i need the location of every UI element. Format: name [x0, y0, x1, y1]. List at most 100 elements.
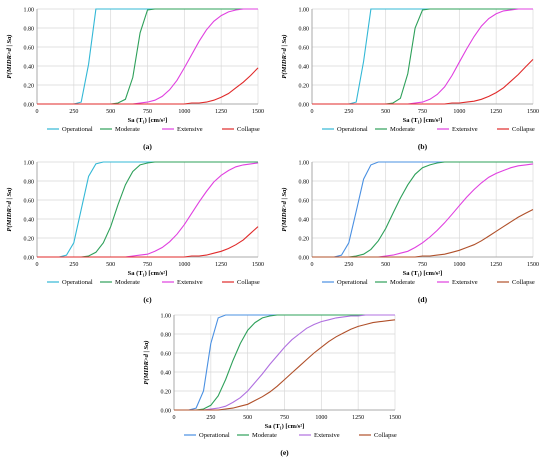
chart-2-legend-label: Moderate [390, 126, 415, 133]
chart-2-x-tick-label: 0 [311, 109, 314, 115]
chart-3-y-tick-label: 0.40 [24, 218, 35, 224]
chart-4-y-axis-label: P(MIDR>d | Sa) [281, 187, 288, 231]
chart-4-x-tick-label: 500 [381, 262, 390, 268]
chart-5-series-line-collapse [174, 319, 396, 411]
chart-3-x-tick-label: 750 [143, 262, 152, 268]
chart-4-panel-label: (d) [418, 295, 428, 304]
chart-panel-a: 0.00 0.20 0.40 0.60 0.80 1.00 0 250 500 750 1000 12… [0, 0, 275, 155]
chart-panel-d: 0.00 0.20 0.40 0.60 0.80 1.00 0 250 500 750 1000 12… [275, 153, 550, 308]
chart-1-y-tick-label: 0.60 [24, 46, 35, 52]
chart-5-y-tick-label: 0.40 [161, 371, 172, 377]
chart-2-y-tick-label: 1.00 [299, 8, 310, 14]
chart-3-y-tick-label: 0.00 [24, 256, 35, 262]
chart-1-y-tick-label: 0.00 [24, 103, 35, 109]
chart-4-x-tick-label: 1000 [453, 262, 465, 268]
chart-1-series-line-collapse [37, 67, 259, 105]
chart-3-y-tick-label: 0.80 [24, 180, 35, 186]
chart-3-y-tick-label: 1.00 [24, 161, 35, 167]
chart-1-x-tick-label: 0 [36, 109, 39, 115]
chart-2-y-tick-label: 0.00 [299, 103, 310, 109]
chart-5-panel-label: (e) [280, 448, 289, 457]
chart-5-legend-label: Collapse [374, 432, 397, 439]
chart-3-x-tick-label: 1250 [215, 262, 227, 268]
chart-1-y-tick-label: 0.40 [24, 65, 35, 71]
chart-4-legend-label: Moderate [390, 279, 415, 286]
chart-2-y-axis-label: P(MIDR>d | Sa) [281, 34, 288, 78]
chart-5-series-line-extensive [174, 314, 395, 411]
chart-5-y-axis-label: P(MIDR>d | Sa) [143, 340, 150, 384]
chart-3-legend-label: Operational [62, 279, 93, 286]
chart-5-x-tick-label: 250 [206, 415, 215, 421]
chart-3-y-tick-label: 0.20 [24, 237, 35, 243]
chart-5-x-axis-label: Sa (T₁) [cm/s²] [265, 423, 305, 430]
chart-1-y-tick-label: 0.20 [24, 84, 35, 90]
chart-2-y-tick-label: 0.80 [299, 27, 310, 33]
chart-5-x-tick-label: 0 [173, 415, 176, 421]
chart-2-x-tick-label: 500 [381, 109, 390, 115]
chart-svg-b: 0.00 0.20 0.40 0.60 0.80 1.00 0 250 500 750 1000 12… [281, 8, 539, 152]
chart-2-y-tick-label: 0.60 [299, 46, 310, 52]
chart-1-legend-label: Moderate [115, 126, 140, 133]
chart-4-legend-label: Operational [337, 279, 368, 286]
chart-3-legend-label: Collapse [237, 279, 260, 286]
chart-4-x-tick-label: 250 [344, 262, 353, 268]
chart-3-x-tick-label: 250 [69, 262, 78, 268]
chart-5-x-tick-label: 1500 [389, 415, 401, 421]
chart-5-x-tick-label: 1250 [352, 415, 364, 421]
chart-2-series-line-collapse [312, 59, 534, 105]
chart-4-x-tick-label: 750 [418, 262, 427, 268]
chart-3-series-line-collapse [37, 226, 259, 258]
chart-4-x-tick-label: 0 [311, 262, 314, 268]
chart-5-y-tick-label: 0.80 [161, 333, 172, 339]
chart-panel-c: 0.00 0.20 0.40 0.60 0.80 1.00 0 250 500 750 1000 12… [0, 153, 275, 308]
chart-svg-d: 0.00 0.20 0.40 0.60 0.80 1.00 0 250 500 750 1000 12… [281, 161, 539, 305]
chart-3-panel-label: (c) [143, 295, 152, 304]
chart-2-x-tick-label: 750 [418, 109, 427, 115]
chart-2-y-tick-label: 0.20 [299, 84, 310, 90]
chart-svg-e: 0.00 0.20 0.40 0.60 0.80 1.00 0 250 500 750 1000 12… [143, 314, 401, 458]
chart-3-legend-label: Extensive [177, 279, 203, 286]
chart-4-y-tick-label: 0.20 [299, 237, 310, 243]
chart-3-x-tick-label: 1000 [178, 262, 190, 268]
chart-3-y-tick-label: 0.60 [24, 199, 35, 205]
chart-4-series-line-collapse [312, 209, 534, 258]
chart-3-x-tick-label: 1500 [252, 262, 264, 268]
chart-5-y-tick-label: 0.20 [161, 390, 172, 396]
chart-2-x-tick-label: 1500 [527, 109, 539, 115]
chart-4-legend-label: Collapse [512, 279, 535, 286]
chart-4-y-tick-label: 0.80 [299, 180, 310, 186]
chart-3-x-axis-label: Sa (T₁) [cm/s²] [128, 270, 168, 277]
chart-1-legend-label: Collapse [237, 126, 260, 133]
chart-4-y-tick-label: 0.00 [299, 256, 310, 262]
chart-1-legend-label: Extensive [177, 126, 203, 133]
chart-3-legend-label: Moderate [115, 279, 140, 286]
chart-2-panel-label: (b) [418, 142, 428, 151]
chart-5-legend-label: Moderate [252, 432, 277, 439]
chart-4-x-tick-label: 1250 [490, 262, 502, 268]
chart-4-x-axis-label: Sa (T₁) [cm/s²] [403, 270, 443, 277]
chart-panel-e: 0.00 0.20 0.40 0.60 0.80 1.00 0 250 500 750 1000 12… [137, 306, 412, 462]
chart-2-legend-label: Collapse [512, 126, 535, 133]
chart-2-x-tick-label: 250 [344, 109, 353, 115]
chart-5-x-tick-label: 750 [280, 415, 289, 421]
chart-4-y-tick-label: 1.00 [299, 161, 310, 167]
chart-2-x-tick-label: 1250 [490, 109, 502, 115]
chart-2-x-axis-label: Sa (T₁) [cm/s²] [403, 117, 443, 124]
chart-5-legend-label: Extensive [314, 432, 340, 439]
chart-1-x-tick-label: 1250 [215, 109, 227, 115]
chart-1-x-tick-label: 750 [143, 109, 152, 115]
chart-2-legend-label: Extensive [452, 126, 478, 133]
chart-5-x-tick-label: 500 [243, 415, 252, 421]
chart-5-series-line-moderate [174, 314, 395, 411]
chart-1-x-axis-label: Sa (T₁) [cm/s²] [128, 117, 168, 124]
chart-4-y-tick-label: 0.40 [299, 218, 310, 224]
chart-panel-b: 0.00 0.20 0.40 0.60 0.80 1.00 0 250 500 750 1000 12… [275, 0, 550, 155]
chart-5-y-tick-label: 0.60 [161, 352, 172, 358]
chart-1-x-tick-label: 1000 [178, 109, 190, 115]
chart-5-y-tick-label: 0.00 [161, 409, 172, 415]
chart-4-y-tick-label: 0.60 [299, 199, 310, 205]
chart-3-x-tick-label: 500 [106, 262, 115, 268]
chart-4-legend-label: Extensive [452, 279, 478, 286]
chart-5-legend-label: Operational [199, 432, 230, 439]
chart-2-x-tick-label: 1000 [453, 109, 465, 115]
